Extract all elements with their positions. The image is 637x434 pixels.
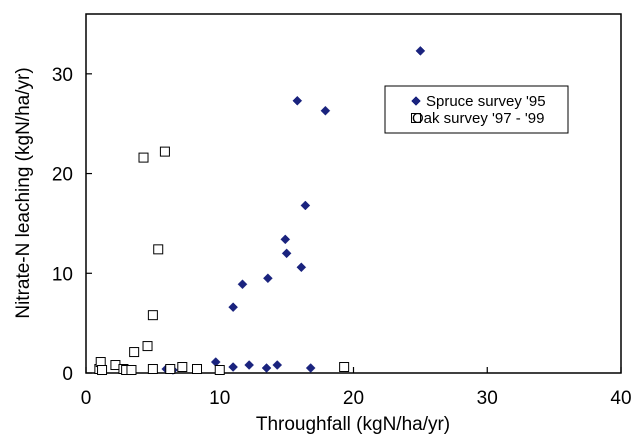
spruce-point xyxy=(237,279,248,290)
spruce-point xyxy=(228,362,238,372)
oak-point xyxy=(153,244,164,255)
spruce-point xyxy=(228,302,238,313)
spruce-point xyxy=(320,105,331,116)
legend-label-1: Spruce survey '95 xyxy=(426,93,546,110)
axis-tick-labels: 0 10 20 30 40 0 10 20 30 xyxy=(52,65,632,409)
spruce-point xyxy=(300,200,311,211)
spruce-point xyxy=(415,46,426,56)
spruce-point xyxy=(305,363,316,373)
oak-point xyxy=(159,146,170,157)
x-tick-label: 0 xyxy=(81,388,92,409)
oak-point xyxy=(142,341,153,352)
x-tick-label: 10 xyxy=(209,388,230,409)
y-tick-label: 0 xyxy=(62,364,73,385)
plot-area-frame xyxy=(85,13,622,374)
oak-point xyxy=(138,152,149,163)
data-points xyxy=(94,46,426,376)
spruce-point xyxy=(281,248,292,259)
legend-marker-2 xyxy=(411,113,421,123)
legend-label-2: Oak survey '97 - '99 xyxy=(412,110,544,127)
spruce-point xyxy=(292,95,303,106)
oak-point xyxy=(126,365,137,376)
x-tick-label: 20 xyxy=(343,388,364,409)
x-tick-label: 30 xyxy=(477,388,498,409)
oak-point xyxy=(214,365,225,376)
y-tick-label: 10 xyxy=(52,264,73,285)
oak-point xyxy=(129,347,140,358)
spruce-point xyxy=(296,262,307,273)
oak-point xyxy=(177,362,188,373)
y-tick-label: 20 xyxy=(52,165,73,186)
series-2 xyxy=(94,146,350,376)
y-tick-label: 30 xyxy=(52,65,73,86)
x-tick-label: 40 xyxy=(610,388,631,409)
legend-marker-1 xyxy=(411,96,421,106)
x-axis-title: Throughfall (kgN/ha/yr) xyxy=(256,414,450,434)
oak-point xyxy=(165,364,176,375)
oak-point xyxy=(339,362,350,373)
spruce-point xyxy=(263,273,273,284)
spruce-point xyxy=(280,234,291,245)
y-axis-title: Nitrate-N leaching (kgN/ha/yr) xyxy=(13,67,34,318)
legend-box xyxy=(384,85,569,134)
oak-point xyxy=(192,364,203,375)
oak-point xyxy=(147,364,158,375)
oak-point xyxy=(97,365,108,376)
oak-point xyxy=(147,310,158,321)
spruce-point xyxy=(261,363,272,373)
spruce-point xyxy=(244,360,255,370)
spruce-point xyxy=(272,360,283,370)
